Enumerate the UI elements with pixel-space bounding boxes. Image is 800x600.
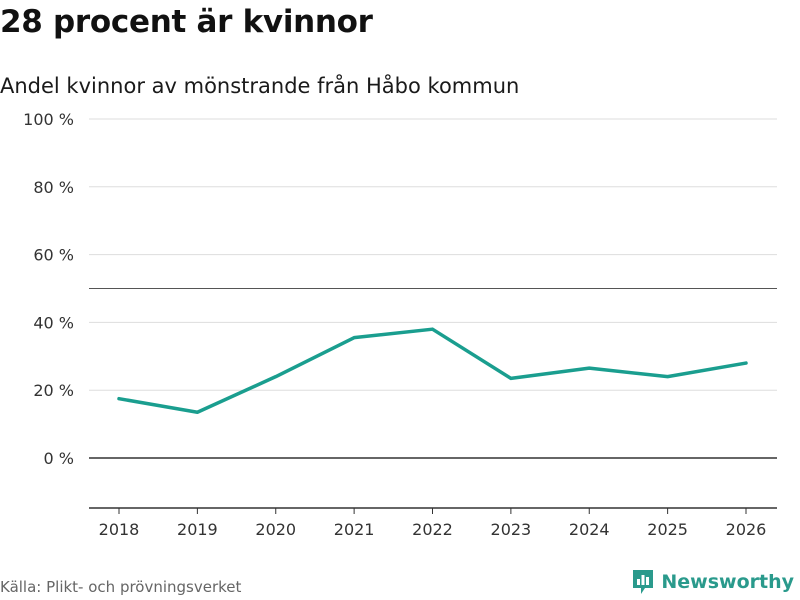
x-tick-label-2022: 2022 — [412, 520, 453, 539]
x-tick-label-2026: 2026 — [726, 520, 767, 539]
x-tick-label-2024: 2024 — [569, 520, 610, 539]
chart-subtitle: Andel kvinnor av mönstrande från Håbo ko… — [0, 74, 520, 98]
chart-title: 28 procent är kvinnor — [0, 4, 373, 40]
x-tick-label-2018: 2018 — [99, 520, 140, 539]
x-tick-label-2023: 2023 — [491, 520, 532, 539]
x-tick-label-2021: 2021 — [334, 520, 375, 539]
y-tick-label-20: 20 % — [33, 381, 74, 400]
line-chart: 0 % 20 % 40 % 60 % 80 % 100 % 2018 2019 2020 2021… — [23, 110, 777, 539]
source-note: Källa: Plikt- och prövningsverket — [0, 578, 242, 596]
x-tick-label-2025: 2025 — [647, 520, 688, 539]
y-tick-label-100: 100 % — [23, 110, 74, 129]
x-tick-label-2019: 2019 — [177, 520, 218, 539]
newsworthy-logo-icon — [633, 570, 654, 594]
y-tick-label-80: 80 % — [33, 178, 74, 197]
y-tick-label-60: 60 % — [33, 246, 74, 265]
y-tick-label-0: 0 % — [44, 449, 74, 468]
series-line-0 — [117, 327, 748, 414]
brand-name: Newsworthy — [661, 571, 794, 593]
brand-logo: Newsworthy — [631, 568, 794, 596]
x-tick-label-2020: 2020 — [255, 520, 296, 539]
y-tick-label-40: 40 % — [33, 313, 74, 332]
